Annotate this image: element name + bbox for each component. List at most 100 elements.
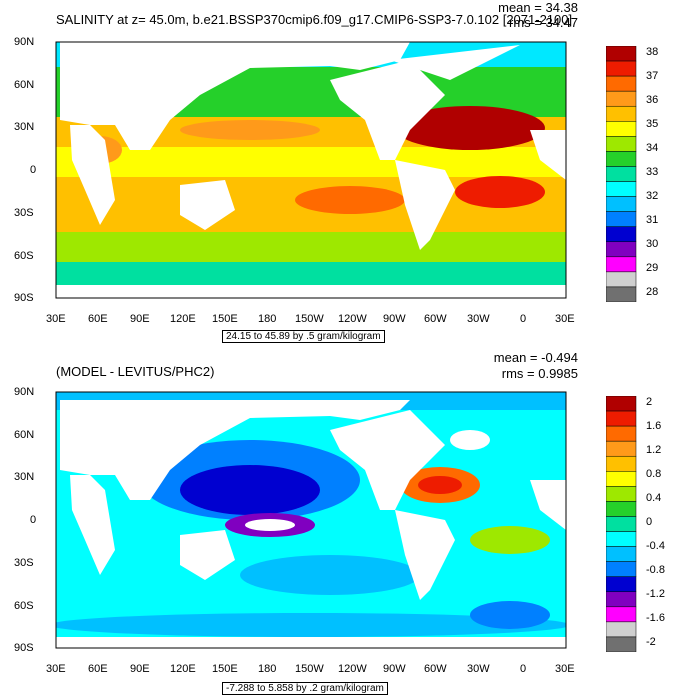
band-equator [56, 147, 566, 177]
colorbar-swatch [606, 531, 637, 547]
salinity-map [55, 41, 567, 299]
colorbar-label: -1.6 [646, 612, 665, 624]
difference-map [55, 391, 567, 649]
south-atlantic-pos [470, 526, 550, 554]
colorbar-swatch [606, 90, 637, 107]
colorbar-label: 29 [646, 262, 659, 274]
range-footnote: -7.288 to 5.858 by .2 gram/kilogram [222, 682, 388, 695]
colorbar-swatch [606, 396, 637, 412]
colorbar-label: 0 [646, 516, 653, 528]
colorbar-swatch [606, 546, 637, 562]
colorbar-label: 38 [646, 46, 659, 58]
colorbar-label: 34 [646, 142, 659, 154]
y-tick-label: 90N [14, 386, 35, 398]
x-tick-label: 0 [520, 313, 527, 325]
salinity-panel: SALINITY at z= 45.0m, b.e21.BSSP370cmip6… [14, 0, 659, 343]
range-footnote: 24.15 to 45.89 by .5 gram/kilogram [222, 330, 385, 343]
colorbar-labels: 2 1.6 1.2 0.8 0.4 0 -0.4 -0.8 -1.2 -1.6 … [646, 396, 686, 652]
colorbar-label: -2 [646, 636, 656, 648]
colorbar-swatch [606, 486, 637, 502]
y-tick-label: 0 [30, 164, 37, 176]
colorbar-swatch [606, 226, 637, 243]
colorbar-label: -1.2 [646, 588, 665, 600]
north-pacific-tongue [180, 120, 320, 140]
colorbar-label: 1.6 [646, 420, 662, 432]
colorbar-swatch [606, 516, 637, 532]
colorbar-label: 36 [646, 94, 659, 106]
colorbar-swatch [606, 60, 637, 77]
x-tick-label: 60W [424, 663, 447, 675]
x-tick-label: 180 [258, 663, 277, 675]
land [56, 400, 566, 648]
colorbar-swatch [606, 196, 637, 212]
x-tick-label: 120W [338, 313, 367, 325]
y-tick-label: 30N [14, 121, 35, 133]
band-south [56, 232, 566, 262]
x-tick-label: 150W [295, 663, 324, 675]
colorbar-swatch [606, 501, 637, 517]
rms-label: rms = 34.47 [508, 15, 578, 30]
x-tick-label: 0 [520, 663, 527, 675]
land [56, 42, 566, 298]
x-tick-label: 60W [424, 313, 447, 325]
x-tick-label: 120W [338, 663, 367, 675]
x-tick-label: 150W [295, 313, 324, 325]
colorbar-swatch [606, 256, 637, 273]
south-pacific-max [295, 186, 405, 214]
colorbar-swatch [606, 46, 637, 62]
colorbar-label: 32 [646, 190, 659, 202]
north-pacific-core [180, 465, 320, 515]
x-tick-label: 30E [46, 313, 66, 325]
southern-ocean [56, 613, 566, 637]
y-tick-label: 60N [14, 79, 35, 91]
colorbar-swatch [606, 105, 637, 122]
colorbar-label: -0.8 [646, 564, 665, 576]
colorbar-label: 0.8 [646, 468, 662, 480]
colorbar-swatch [606, 241, 637, 258]
colorbar-swatch [606, 561, 637, 577]
x-tick-label: 30E [555, 313, 575, 325]
colorbar-swatch [606, 286, 637, 302]
map-frame [55, 41, 567, 299]
colorbar-label: 0.4 [646, 492, 662, 504]
x-tick-label: 150E [212, 663, 238, 675]
rms-label: rms = 0.9985 [501, 366, 578, 381]
colorbar-swatch [606, 151, 637, 167]
colorbar-label: 1.2 [646, 444, 662, 456]
colorbar-swatch [606, 471, 637, 487]
colorbar-label: 33 [646, 166, 659, 178]
x-tick-label: 60E [88, 313, 108, 325]
colorbar-swatch [606, 606, 637, 623]
map-frame [55, 391, 567, 649]
x-tick-label: 90W [383, 313, 406, 325]
colorbar-swatch [606, 410, 637, 427]
colorbar-swatch [606, 75, 637, 92]
y-tick-label: 60S [14, 250, 34, 262]
x-tick-label: 180 [258, 313, 277, 325]
difference-panel: (MODEL - LEVITUS/PHC2) mean = -0.494 rms… [0, 350, 700, 700]
equatorial-pacific-core [245, 519, 295, 531]
colorbar [606, 396, 637, 652]
labrador [450, 430, 490, 450]
colorbar-swatch [606, 621, 637, 638]
x-tick-label: 90W [383, 663, 406, 675]
colorbar-swatch [606, 166, 637, 182]
colorbar-swatch [606, 455, 637, 472]
y-tick-label: 90S [14, 292, 34, 304]
colorbar-swatch [606, 211, 637, 227]
y-tick-label: 60S [14, 600, 34, 612]
x-tick-label: 150E [212, 313, 238, 325]
x-tick-label: 30E [46, 663, 66, 675]
colorbar-swatch [606, 636, 637, 652]
colorbar-label: 37 [646, 70, 659, 82]
mean-label: mean = 34.38 [498, 0, 578, 15]
x-tick-label: 30W [467, 663, 490, 675]
y-tick-label: 30S [14, 207, 34, 219]
colorbar-swatch [606, 121, 637, 137]
y-tick-label: 30S [14, 557, 34, 569]
colorbar-label: 28 [646, 286, 659, 298]
colorbar-swatch [606, 181, 637, 197]
colorbar-swatch [606, 576, 637, 593]
colorbar-swatch [606, 136, 637, 152]
x-tick-label: 120E [170, 313, 196, 325]
